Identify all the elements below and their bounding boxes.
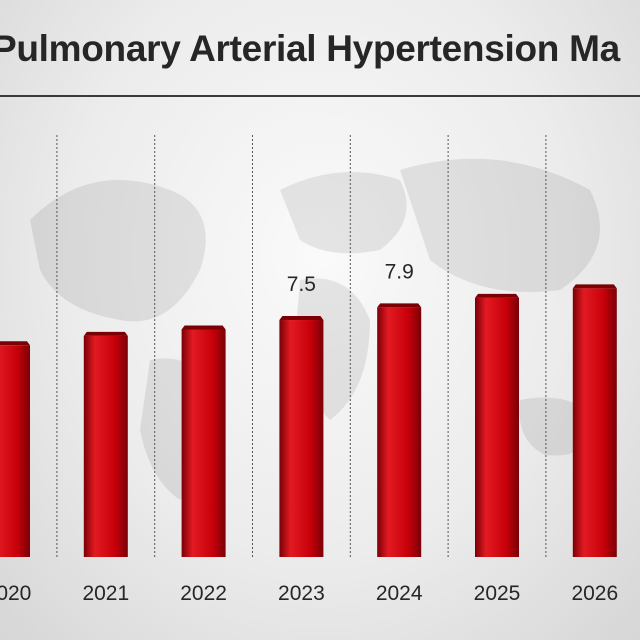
bar-2025-top bbox=[475, 293, 519, 298]
bar-2022 bbox=[181, 329, 226, 557]
data-label-2023: 7.5 bbox=[287, 273, 316, 296]
x-tick-label-2025: 2025 bbox=[474, 582, 521, 605]
bars-layer bbox=[0, 284, 617, 557]
bar-2022-top bbox=[181, 325, 226, 330]
title-underline bbox=[0, 95, 640, 97]
bar-2023 bbox=[279, 320, 324, 557]
chart-title: Pulmonary Arterial Hypertension Ma bbox=[0, 28, 620, 69]
x-tick-label-2022: 2022 bbox=[180, 582, 227, 605]
bar-2026-top bbox=[572, 284, 617, 289]
bar-2023-top bbox=[279, 316, 324, 321]
data-label-2024: 7.9 bbox=[385, 260, 414, 283]
bar-2024 bbox=[377, 307, 422, 557]
bar-2020-top bbox=[0, 341, 30, 346]
bar-2021 bbox=[83, 335, 128, 557]
bar-2026 bbox=[572, 288, 617, 557]
x-tick-label-2026: 2026 bbox=[571, 582, 618, 605]
x-tick-label-2023: 2023 bbox=[278, 582, 325, 605]
bar-2020 bbox=[0, 345, 30, 557]
x-tick-label-2021: 2021 bbox=[82, 582, 129, 605]
bar-2024-top bbox=[377, 303, 422, 308]
x-tick-label-2024: 2024 bbox=[376, 582, 423, 605]
bar-2025 bbox=[475, 297, 519, 557]
bar-2021-top bbox=[83, 331, 128, 336]
